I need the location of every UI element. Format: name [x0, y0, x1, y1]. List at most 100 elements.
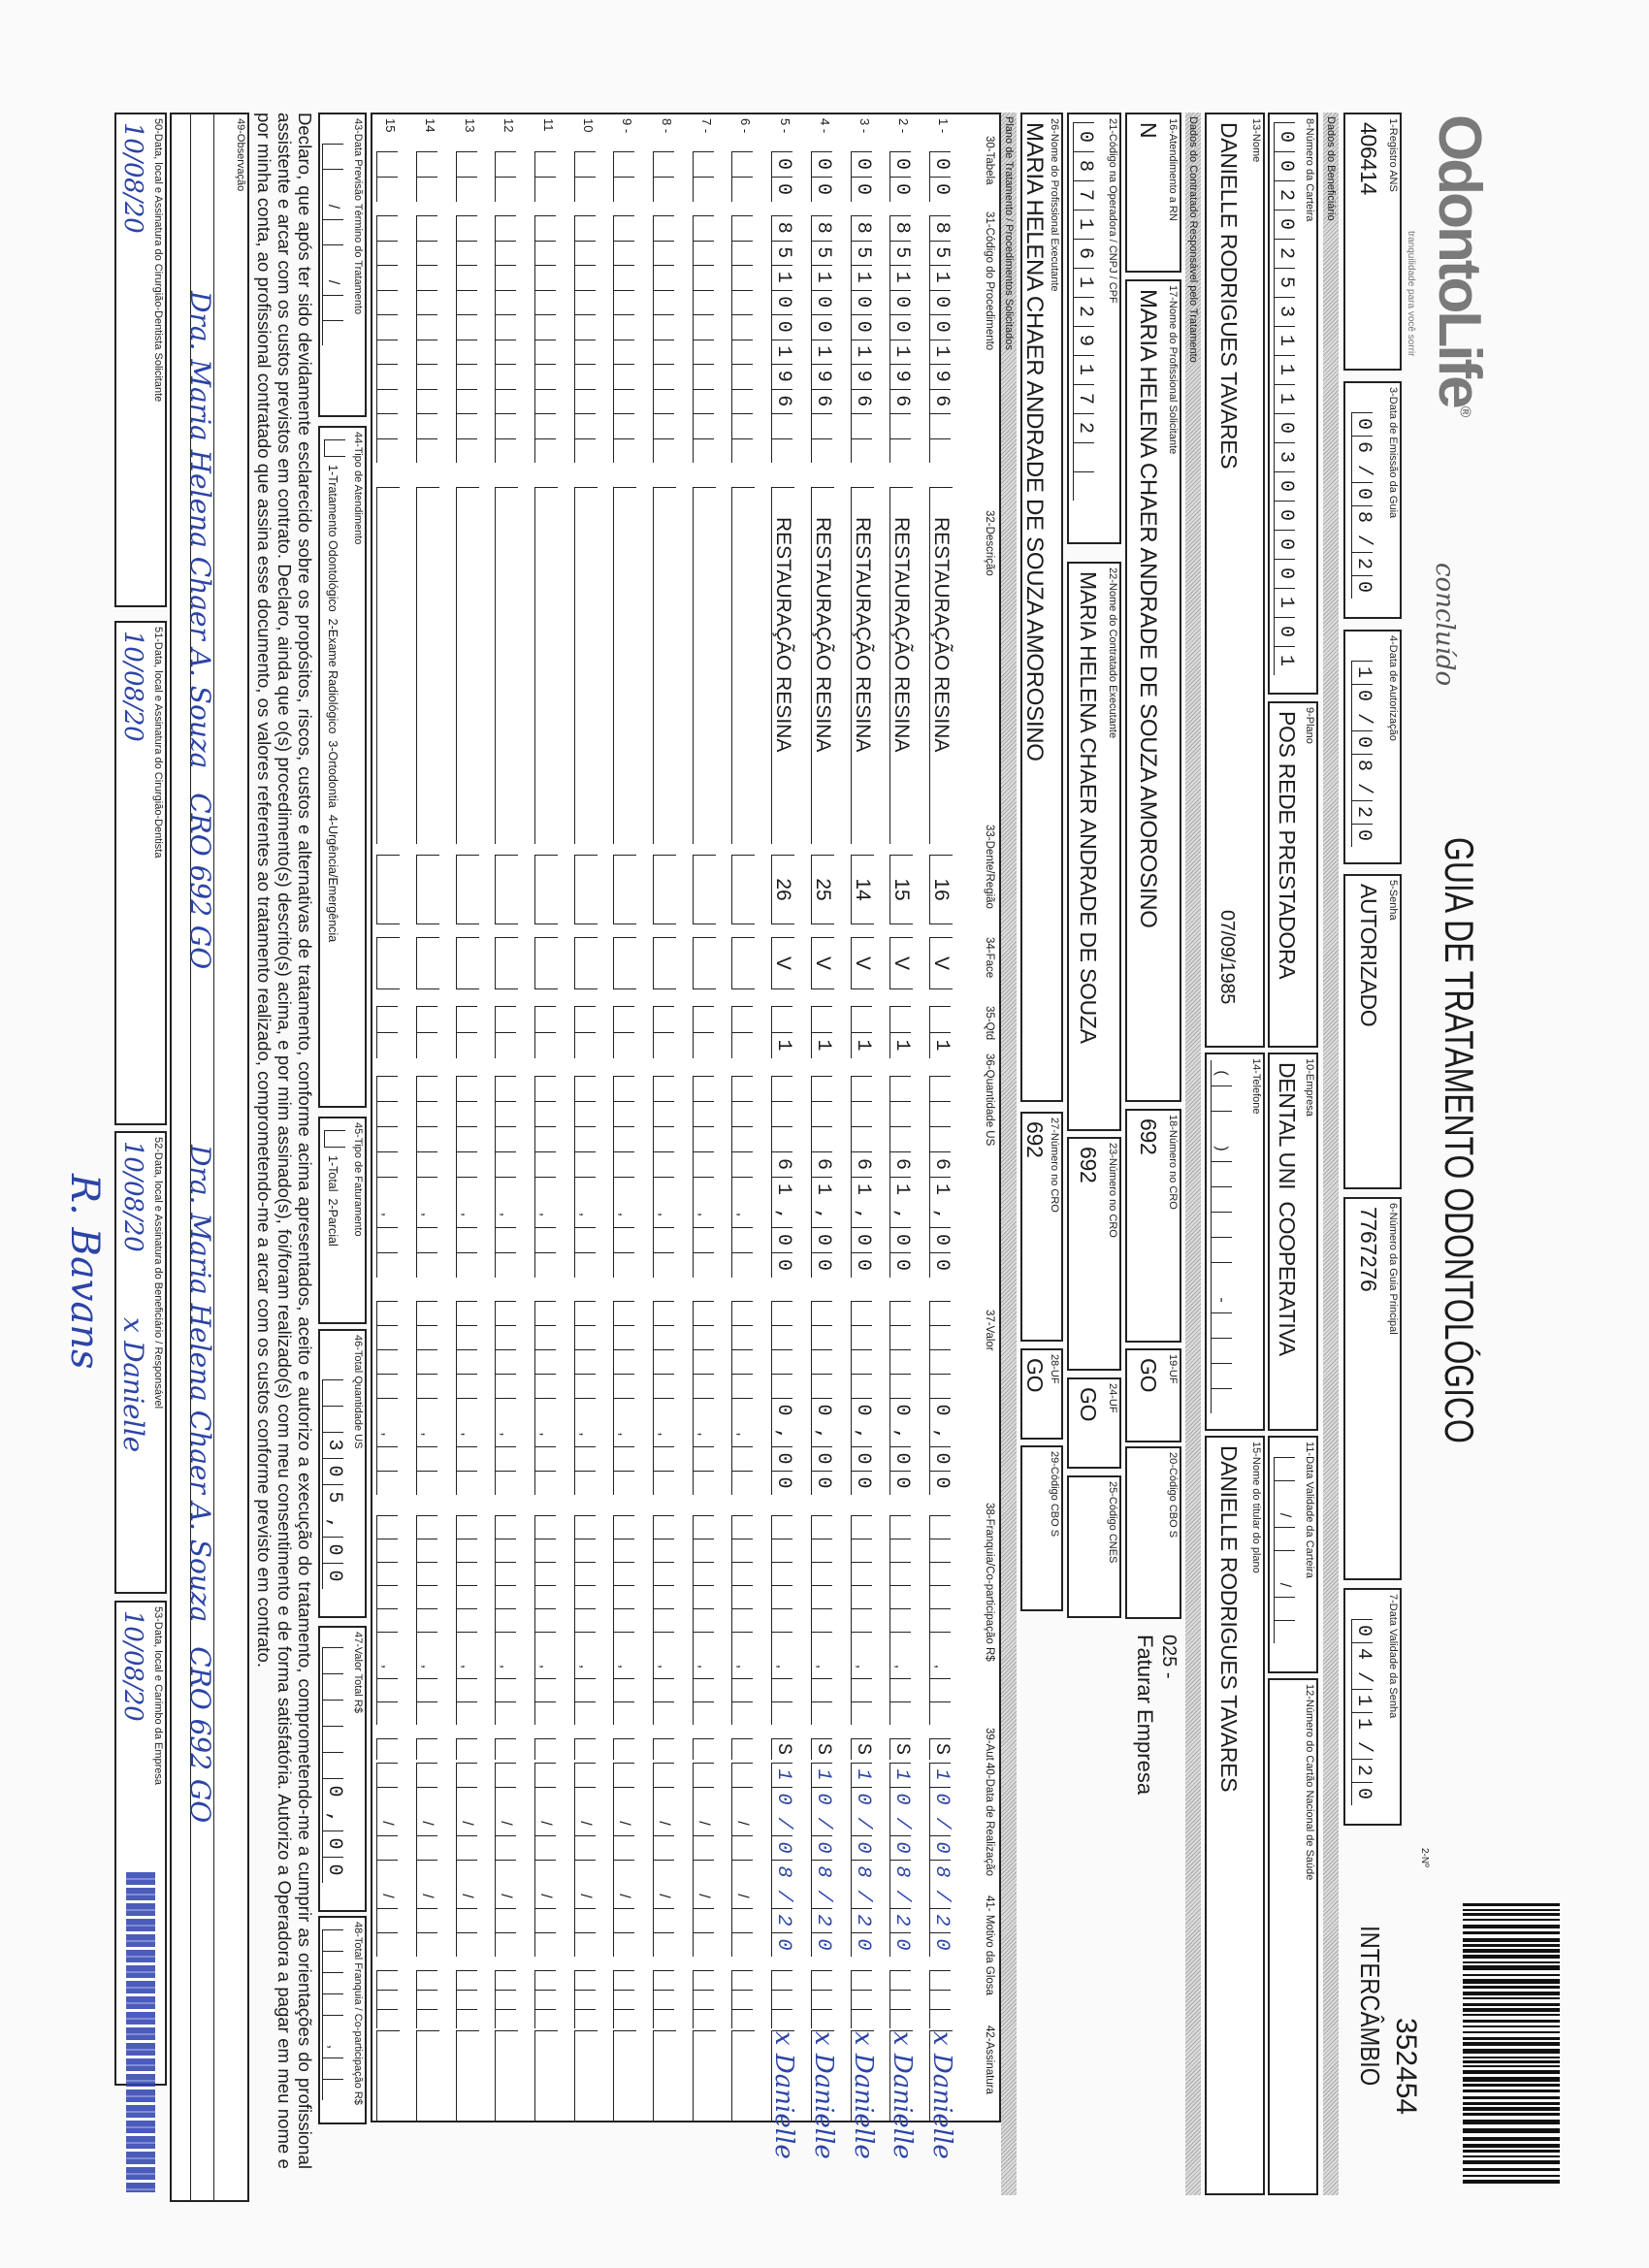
digit-cell	[731, 265, 754, 290]
digit-cell	[455, 1325, 477, 1349]
digit-cell	[495, 413, 517, 438]
digit-cell	[653, 1678, 675, 1701]
digit-cell	[613, 1471, 635, 1495]
digit-cell	[810, 1374, 832, 1398]
digit-cells: 0,00	[771, 1301, 794, 1502]
tooth-cell	[495, 855, 519, 924]
separator: ,	[322, 2036, 343, 2057]
digit-cells	[613, 1006, 636, 1058]
digit-cell	[850, 1970, 872, 1990]
digit-cell	[692, 1908, 714, 1932]
digit-cell	[850, 1076, 872, 1101]
digit-cell	[573, 1835, 596, 1860]
cell-value: 61,00	[851, 1158, 874, 1285]
field-label: 52-Data, local e Assinatura do Beneficiá…	[152, 1137, 164, 1409]
digit-cell	[534, 1932, 556, 1957]
digit-cell	[1211, 1262, 1232, 1287]
description-text: RESTAURAÇÃO RESINA	[772, 517, 795, 753]
cell-value: 1	[811, 1039, 834, 1066]
service-type-options: 1-Tratamento Odontológico 2-Exame Radiol…	[326, 465, 340, 943]
beneficiary-signature: x Danielle	[117, 1317, 149, 1452]
separator: ,	[613, 1202, 635, 1227]
digit-cells	[376, 1970, 400, 2028]
digit-cell	[322, 1993, 343, 2015]
digit-cells: 10/08/20	[810, 1763, 834, 1963]
field-name: 13-Nome DANIELLE RODRIGUES TAVARES 07/09/1…	[1205, 113, 1265, 1048]
digit-cell	[810, 1006, 832, 1032]
digit-cell	[322, 219, 343, 244]
cell-value: 0020253111030000101	[1275, 131, 1297, 685]
digit-cell	[455, 2009, 477, 2028]
digit-cell	[731, 1860, 754, 1884]
digit-cell	[850, 1374, 872, 1398]
digit-cell	[495, 1835, 517, 1860]
digit-cells	[653, 1970, 676, 2028]
digit-cell	[1211, 1085, 1232, 1111]
digit-cell	[613, 1032, 635, 1058]
digit-cell	[376, 1374, 399, 1398]
digit-cells	[376, 151, 400, 202]
digit-cell	[653, 1632, 675, 1655]
face-cell: V	[929, 937, 953, 989]
digit-cells	[415, 215, 439, 463]
digit-cell	[810, 1539, 832, 1562]
digit-cell	[495, 1787, 517, 1811]
digit-cell	[455, 1032, 477, 1058]
digit-cell	[376, 240, 399, 265]
cell-value: 305,00	[323, 1439, 345, 1597]
digit-cells: S	[850, 1738, 874, 1765]
digit-cell	[573, 265, 596, 290]
digit-cell	[692, 1151, 714, 1177]
separator: ,	[692, 1202, 714, 1227]
digit-cells: 04/11/20	[1351, 1619, 1374, 1811]
digit-cell	[376, 177, 399, 202]
digit-cell	[889, 437, 912, 463]
digit-cell	[534, 1325, 556, 1349]
digit-cell	[653, 1738, 675, 1760]
separator: /	[455, 1811, 477, 1835]
procedure-row: 15,,, / /	[374, 114, 404, 2124]
digit-cell	[415, 1990, 437, 2009]
field-plan: 9-Plano POS REDE PRESTADORA	[1268, 701, 1318, 1048]
digit-cell	[376, 1787, 399, 1811]
separator: /	[573, 1811, 596, 1835]
digit-cell	[455, 1787, 477, 1811]
field-label: 17-Nome do Profissional Solicitante	[1167, 285, 1179, 455]
digit-cell	[495, 1252, 517, 1278]
digit-cell	[731, 1763, 754, 1787]
digit-cell	[415, 437, 437, 463]
signature-cell	[731, 2030, 756, 2122]
digit-cells	[692, 1006, 716, 1058]
separator: ,	[455, 1202, 477, 1227]
digit-cell	[455, 437, 477, 463]
digit-cell	[573, 314, 596, 340]
digit-cells: ,	[692, 1515, 716, 1725]
billing-note: Faturar Empresa	[1133, 1635, 1157, 1796]
digit-cell	[929, 1325, 951, 1349]
digit-cell	[495, 1446, 517, 1471]
description-cell: RESTAURAÇÃO RESINA	[771, 487, 795, 844]
digit-cell	[573, 1349, 596, 1374]
barcode-bar	[1463, 2180, 1560, 2184]
digit-cell	[495, 339, 517, 364]
digit-cells: ,	[376, 1076, 400, 1278]
digit-cell	[534, 1860, 556, 1884]
digit-cells: / /	[731, 1763, 756, 1957]
digit-cell	[495, 240, 517, 265]
separator: ,	[929, 1655, 951, 1678]
digit-cell	[455, 1763, 477, 1787]
digit-cell	[415, 1738, 437, 1760]
column-header: 36-Quantidade US	[984, 1053, 995, 1147]
digit-cell	[376, 1608, 399, 1632]
digit-cell	[613, 437, 635, 463]
digit-cells: 0020253111030000101	[1274, 122, 1297, 684]
digit-cell	[653, 1701, 675, 1725]
digit-cells: ,	[850, 1515, 874, 1725]
digit-cell	[495, 1349, 517, 1374]
digit-cell	[613, 2009, 635, 2028]
digit-cell	[889, 1101, 912, 1126]
signature-cell: x Danielle	[888, 2030, 917, 2159]
digit-cell	[731, 364, 754, 389]
description-text: RESTAURAÇÃO RESINA	[851, 517, 874, 753]
digit-cell	[653, 1835, 675, 1860]
